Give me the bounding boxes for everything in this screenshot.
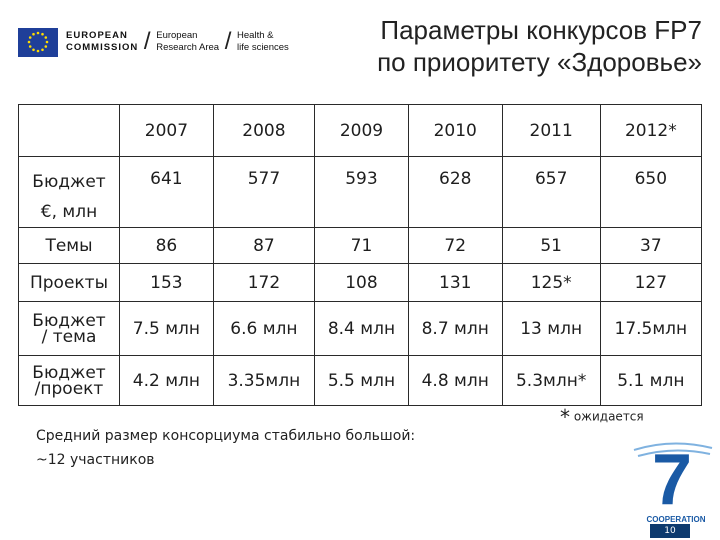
logo-line1-b: COMMISSION (66, 42, 139, 53)
table-cell: 153 (119, 263, 214, 302)
row-label: Проекты (18, 263, 120, 302)
table-cell: 131 (407, 263, 503, 302)
row-label-b: €, млн (40, 202, 98, 222)
year-header: 2010 (407, 104, 503, 157)
year-header: 2011 (501, 104, 601, 157)
table-cell: 125* (501, 263, 601, 302)
footnote: * ожидается (560, 405, 644, 429)
row-label: Бюджет €, млн (18, 156, 120, 228)
table-cell: 86 (119, 227, 214, 264)
table-cell: 641 (119, 156, 214, 228)
table-cell: 5.1 млн (599, 355, 703, 406)
footnote-text: ожидается (573, 409, 644, 424)
footnote-star: * (560, 405, 570, 429)
logo-line2-a: European (156, 30, 198, 41)
fp7-digit: 7 (652, 440, 692, 520)
row-label-b: / тема (41, 326, 97, 347)
title-line2: по приоритету «Здоровье» (377, 47, 702, 77)
note-line1: Средний размер консорциума стабильно бол… (36, 428, 416, 444)
table-cell: 8.7 млн (407, 301, 503, 356)
fp7-label: COOPERATION (647, 515, 706, 524)
table-cell: 108 (314, 263, 409, 302)
table-cell: 8.4 млн (314, 301, 409, 356)
table-cell: 6.6 млн (212, 301, 316, 356)
table-cell: 3.35млн (212, 355, 316, 406)
fp7-cooperation-logo: 7 COOPERATION (628, 440, 716, 534)
row-label-b: /проект (34, 378, 104, 399)
table-row: Проекты 153 172 108 131 125* 127 (18, 263, 703, 302)
note-line2: ~12 участников (36, 452, 155, 468)
year-header: 2009 (314, 104, 409, 157)
row-label: Бюджет/проект (18, 355, 120, 406)
table-cell: 13 млн (501, 301, 601, 356)
table-cell: 37 (599, 227, 703, 264)
table-cell: 17.5млн (599, 301, 703, 356)
table-row: Бюджет / тема 7.5 млн 6.6 млн 8.4 млн 8.7… (18, 301, 703, 356)
year-header: 2008 (212, 104, 316, 157)
title-line1: Параметры конкурсов FP7 (380, 15, 702, 45)
table-cell: 7.5 млн (119, 301, 214, 356)
consortium-note: Средний размер консорциума стабильно бол… (36, 424, 415, 472)
row-label: Темы (18, 227, 120, 264)
table-cell: 5.3млн* (501, 355, 601, 406)
table-cell: 172 (212, 263, 316, 302)
logo-line1-a: EUROPEAN (66, 30, 128, 41)
logo-line3-a: Health & (237, 30, 274, 41)
row-label: Бюджет / тема (18, 301, 120, 356)
row-label-a: Бюджет (32, 172, 106, 192)
table-cell: 51 (501, 227, 601, 264)
table-header-row: 2007 2008 2009 2010 2011 2012* (18, 104, 703, 157)
table-row: Бюджет €, млн 641 577 593 628 657 650 (18, 156, 703, 228)
data-table: 2007 2008 2009 2010 2011 2012* Бюджет €, … (18, 104, 703, 406)
table-cell: 5.5 млн (314, 355, 409, 406)
table-cell: 577 (212, 156, 316, 228)
logo-line2-b: Research Area (156, 42, 220, 53)
page-number: 10 (650, 524, 690, 538)
table-cell: 628 (407, 156, 503, 228)
table-cell: 72 (407, 227, 503, 264)
page-title: Параметры конкурсов FP7 по приоритету «З… (377, 14, 702, 78)
year-header: 2012* (599, 104, 703, 157)
table-cell: 657 (501, 156, 601, 228)
row-label-a: Бюджет (32, 310, 106, 331)
ec-logo: EUROPEAN COMMISSION / European Research Ar… (18, 22, 289, 62)
table-cell: 4.8 млн (407, 355, 503, 406)
table-row: Бюджет/проект 4.2 млн 3.35млн 5.5 млн 4.… (18, 355, 703, 406)
eu-flag-icon (18, 27, 58, 57)
table-cell: 4.2 млн (119, 355, 214, 406)
table-cell: 71 (314, 227, 409, 264)
table-corner-cell (18, 104, 120, 157)
year-header: 2007 (119, 104, 214, 157)
table-cell: 87 (212, 227, 316, 264)
logo-line3-b: life sciences (237, 42, 289, 53)
row-label-a: Бюджет (32, 362, 106, 383)
table-cell: 127 (599, 263, 703, 302)
table-row: Темы 86 87 71 72 51 37 (18, 227, 703, 264)
table-cell: 650 (599, 156, 703, 228)
table-cell: 593 (314, 156, 409, 228)
